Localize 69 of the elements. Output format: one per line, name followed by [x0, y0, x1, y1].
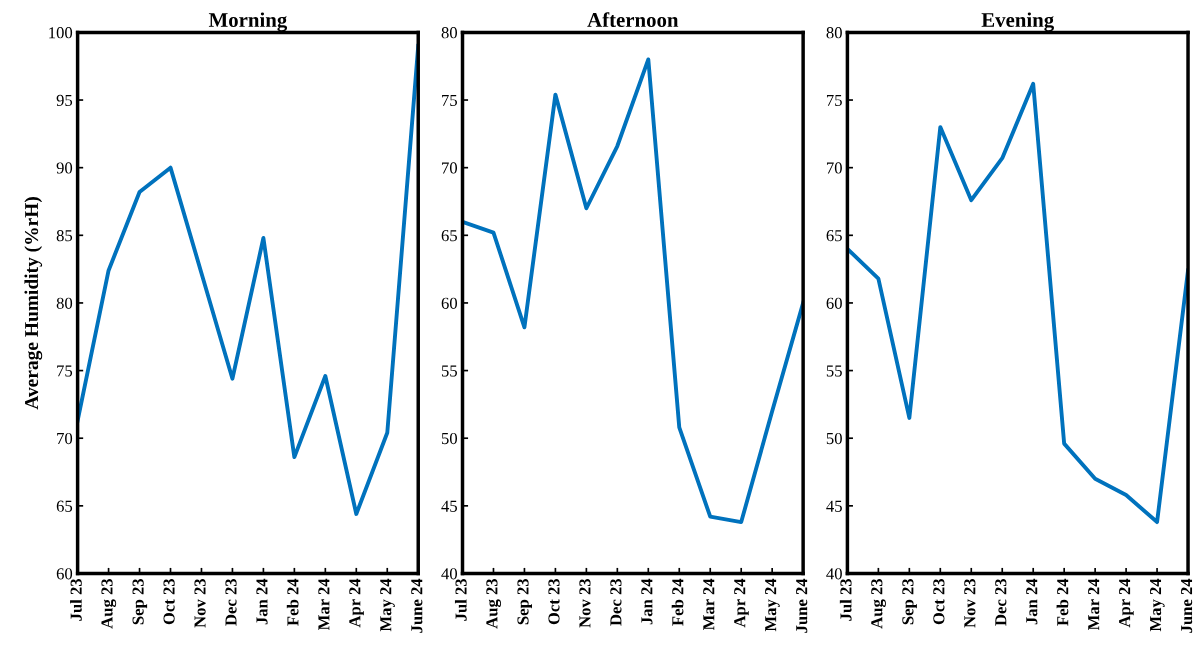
y-tick-label: 65 — [56, 500, 73, 512]
x-tick-label: Apr 24 — [734, 578, 749, 628]
x-tick-label: Nov 23 — [964, 578, 976, 628]
chart-title: Morning — [208, 12, 288, 32]
x-tick-label: Feb 24 — [1056, 578, 1069, 626]
x-tick-label: May 24 — [1149, 578, 1165, 632]
x-tick-label: Aug 23 — [486, 578, 502, 629]
x-tick-label: Dec 23 — [610, 578, 622, 626]
y-tick-label: 45 — [826, 500, 842, 512]
x-tick-label: Mar 24 — [703, 578, 715, 631]
y-tick-label: 100 — [49, 27, 73, 39]
y-tick-label: 60 — [826, 297, 842, 309]
x-tick-label: Feb 24 — [286, 578, 299, 626]
y-axis-title: Average Humidity (%rH) — [24, 197, 43, 410]
x-tick-label: Feb 24 — [671, 578, 684, 626]
x-tick-label: Oct 23 — [163, 578, 175, 625]
line-series — [847, 81, 1189, 525]
y-tick-label: 50 — [441, 432, 458, 445]
x-tick-label: June 24 — [796, 578, 808, 633]
x-tick-label: Jul 23 — [839, 578, 852, 621]
x-tick-label: Oct 23 — [933, 578, 945, 625]
x-tick-label: Mar 24 — [1088, 578, 1100, 631]
y-tick-label: 75 — [442, 94, 457, 106]
y-tick-label: 85 — [56, 230, 73, 242]
y-tick-label: 70 — [442, 162, 458, 174]
y-tick-label: 40 — [441, 568, 458, 580]
x-tick-label: Oct 23 — [548, 578, 560, 625]
y-tick-label: 80 — [56, 297, 73, 309]
x-tick-label: Dec 23 — [995, 578, 1007, 626]
x-tick-label: Sep 23 — [902, 578, 917, 625]
y-tick-label: 80 — [441, 27, 458, 39]
y-tick-label: 70 — [826, 162, 842, 174]
x-tick-label: Dec 23 — [225, 578, 237, 626]
y-tick-label: 75 — [826, 94, 842, 106]
chart-title: Afternoon — [587, 12, 679, 28]
y-tick-label: 70 — [57, 432, 73, 445]
x-tick-label: Jan 24 — [1026, 578, 1038, 625]
y-tick-label: 60 — [441, 297, 458, 309]
x-tick-label: Mar 24 — [318, 578, 330, 631]
x-tick-label: May 24 — [765, 578, 780, 632]
y-tick-label: 50 — [826, 432, 842, 445]
y-tick-label: 65 — [441, 230, 457, 242]
x-tick-label: Aug 23 — [101, 578, 117, 629]
x-tick-label: Apr 24 — [1119, 578, 1134, 628]
y-tick-label: 90 — [56, 162, 73, 174]
x-tick-label: Jan 24 — [256, 578, 268, 625]
x-tick-label: Sep 23 — [517, 578, 532, 625]
y-tick-label: 65 — [826, 230, 842, 242]
y-tick-label: 60 — [56, 568, 73, 580]
x-tick-label: Jan 24 — [641, 578, 653, 625]
x-tick-label: Nov 23 — [194, 578, 206, 628]
y-tick-label: 55 — [441, 365, 457, 377]
y-tick-label: 80 — [826, 27, 842, 39]
chart-title: Evening — [981, 12, 1054, 32]
x-tick-label: Sep 23 — [132, 578, 148, 625]
x-tick-label: Nov 23 — [579, 578, 591, 628]
line-series — [462, 57, 804, 525]
x-tick-label: Apr 24 — [349, 578, 364, 628]
y-tick-label: 45 — [441, 500, 457, 512]
x-tick-label: June 24 — [411, 578, 423, 633]
y-tick-label: 55 — [826, 365, 842, 377]
y-tick-label: 40 — [826, 568, 842, 580]
x-tick-label: May 24 — [380, 578, 395, 632]
y-tick-label: 95 — [56, 94, 73, 106]
x-tick-label: Jul 23 — [454, 578, 467, 621]
y-tick-label: 75 — [57, 365, 73, 377]
x-tick-label: Aug 23 — [871, 578, 886, 629]
x-tick-label: June 24 — [1181, 578, 1193, 633]
x-tick-label: Jul 23 — [70, 578, 82, 621]
